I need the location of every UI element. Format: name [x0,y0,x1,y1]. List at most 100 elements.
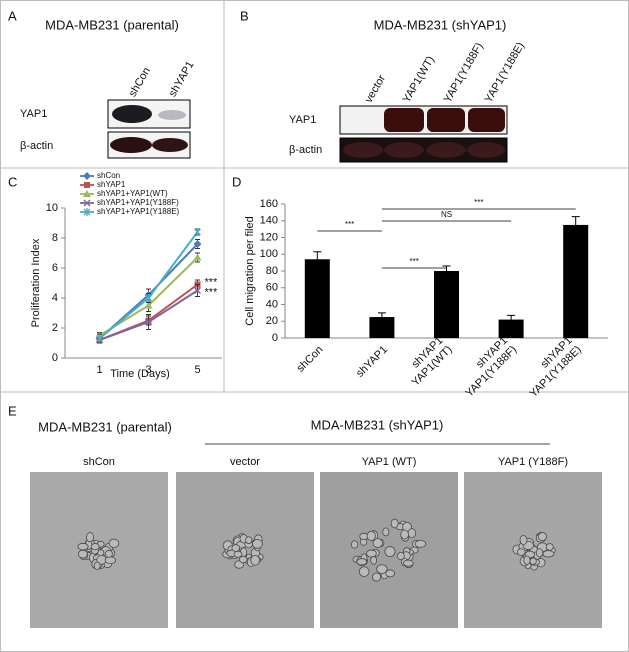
y-tick-label: 10 [46,202,58,214]
blot [339,105,508,163]
lane-label: shCon [127,65,153,99]
panel-label: B [240,8,249,23]
group-label: MDA-MB231 (parental) [38,419,172,434]
blot-band [467,142,505,158]
cell [245,536,253,544]
cell [407,528,417,539]
blot-band [468,108,505,132]
significance-label: *** [410,257,419,266]
cell [239,555,248,564]
legend-label: shCon [97,171,120,180]
x-tick-label: shYAP1 [354,344,390,380]
cell [400,529,409,540]
cell [397,551,405,561]
bar [563,224,589,338]
point [145,294,152,302]
row-label: β-actin [289,144,322,156]
blot-band [426,142,466,158]
cell [376,564,388,574]
lane-label: shYAP1 [167,59,197,99]
x-axis-label: Time (Days) [110,368,169,380]
cell [545,543,554,551]
image-caption: YAP1 (WT) [362,456,417,468]
y-tick-label: 80 [266,265,278,277]
point [194,228,201,236]
y-tick-label: 2 [52,322,58,334]
legend-label: shYAP1+YAP1(Y188E) [97,207,180,216]
y-tick-label: 0 [272,332,278,344]
cell [390,518,399,529]
error-bar [571,216,580,225]
point [144,301,153,309]
cell [372,538,383,548]
panel-label: D [232,174,241,189]
blot-band [384,108,424,132]
legend-marker [83,172,91,180]
bar [369,317,395,338]
bar [498,319,524,338]
cell [516,548,526,556]
cell [350,540,359,549]
y-tick-label: 160 [260,198,278,210]
cell [86,532,95,543]
blot-band [158,110,186,120]
y-tick-label: 6 [52,262,58,274]
y-tick-label: 0 [52,352,58,364]
legend-marker [83,199,91,207]
significance-label: *** [474,198,483,207]
y-tick-label: 120 [260,231,278,243]
panel-label: C [8,174,17,189]
y-tick-label: 140 [260,215,278,227]
lane-label: YAP1(Y188E) [483,40,527,105]
cell [414,540,427,548]
y-tick-label: 100 [260,248,278,260]
blot-band [343,142,383,158]
cell [523,555,531,565]
error-bar [507,314,516,320]
image-caption: YAP1 (Y188F) [498,456,568,468]
error-bar [377,312,386,318]
legend-label: shYAP1+YAP1(WT) [97,189,168,198]
cell [384,546,396,557]
cell [538,532,547,542]
cell [519,535,528,546]
x-tick-label-group: shCon [295,344,326,375]
x-tick-label: 5 [194,364,200,376]
cell [529,557,537,565]
cell [535,548,544,558]
cell [108,538,120,549]
blot-band [110,137,152,153]
cell [104,556,116,565]
blot [107,99,191,159]
lane-label: YAP1(WT) [401,54,437,105]
group-label: MDA-MB231 (shYAP1) [311,417,444,432]
cell [231,544,241,552]
cell [77,542,89,551]
cell [366,530,376,542]
row-label: YAP1 [289,114,316,126]
y-axis-label: Proliferation Index [30,238,42,327]
cell [385,569,396,578]
blot-band [112,105,152,123]
blot-band [384,142,424,158]
cell [403,559,414,567]
legend-label: shYAP1+YAP1(Y188F) [97,198,179,207]
legend-marker [83,190,91,197]
cell [356,558,368,566]
point [96,334,103,343]
lane-label: YAP1(Y188F) [442,41,486,105]
y-tick-label: 8 [52,232,58,244]
annotation: *** [205,276,219,288]
cell [104,549,113,558]
legend-label: shYAP1 [97,180,126,189]
x-tick-label: shCon [295,344,326,375]
y-tick-label: 60 [266,282,278,294]
panel-title: MDA-MB231 (shYAP1) [374,17,507,32]
panel-label: E [8,403,17,418]
significance-label: *** [345,220,354,229]
annotation: *** [205,286,219,298]
